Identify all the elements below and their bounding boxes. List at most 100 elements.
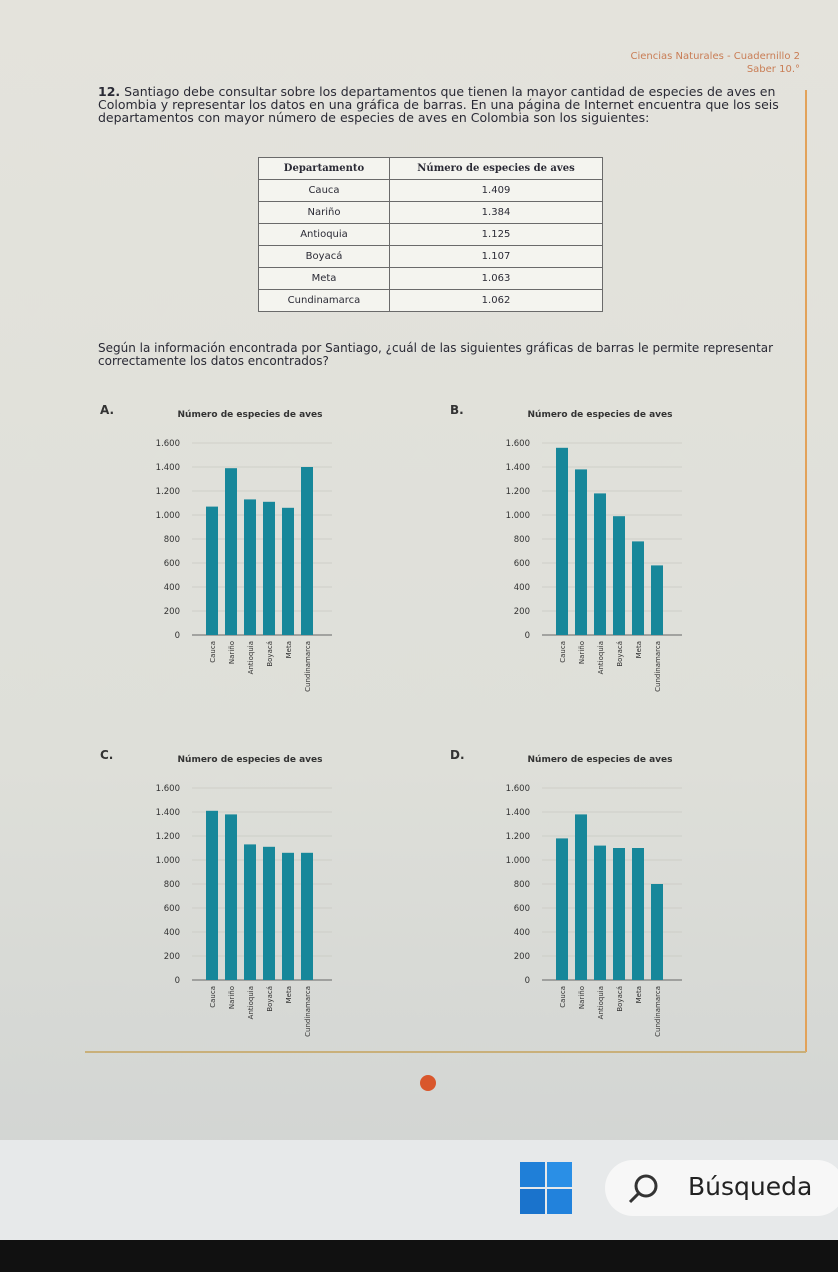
bar xyxy=(244,499,256,635)
y-tick-label: 400 xyxy=(164,583,180,593)
y-tick-label: 1.600 xyxy=(506,784,530,794)
bar xyxy=(613,516,625,635)
bar xyxy=(556,838,568,980)
page-header: Ciencias Naturales - Cuadernillo 2 Saber… xyxy=(631,50,800,76)
x-tick-label: Nariño xyxy=(578,641,586,664)
bar xyxy=(301,852,313,980)
logo-tile xyxy=(547,1162,572,1187)
start-button[interactable] xyxy=(518,1160,574,1216)
screen-edge xyxy=(0,1240,838,1272)
x-tick-label: Nariño xyxy=(228,986,236,1009)
table-cell: 1.062 xyxy=(389,289,603,312)
y-tick-label: 1.200 xyxy=(506,487,530,497)
y-tick-label: 800 xyxy=(514,880,530,890)
option-letter: A. xyxy=(100,403,114,417)
charts: A. Número de especies de aves 0 200 400 600 80… xyxy=(85,90,807,1091)
table-row: Cundinamarca 1.062 xyxy=(258,289,603,312)
bar xyxy=(225,814,237,980)
chart-title: Número de especies de aves xyxy=(528,755,673,765)
y-tick-label: 1.400 xyxy=(156,808,180,818)
bar xyxy=(225,468,237,635)
y-tick-label: 800 xyxy=(164,880,180,890)
x-tick-label: Boyacá xyxy=(616,641,624,667)
option-letter: D. xyxy=(450,748,465,762)
y-tick-label: 0 xyxy=(175,631,180,641)
x-tick-label: Antioquia xyxy=(247,986,255,1019)
logo-tile xyxy=(520,1189,545,1214)
x-tick-label: Meta xyxy=(635,986,643,1003)
x-tick-label: Cundinamarca xyxy=(654,986,662,1037)
bar xyxy=(632,848,644,980)
chart-title: Número de especies de aves xyxy=(178,410,323,420)
y-tick-label: 1.000 xyxy=(156,511,180,521)
question-text: Santiago debe consultar sobre los depart… xyxy=(98,84,779,125)
y-tick-label: 0 xyxy=(525,631,530,641)
y-tick-label: 1.200 xyxy=(156,832,180,842)
bar xyxy=(244,844,256,980)
y-tick-label: 200 xyxy=(514,607,530,617)
y-tick-label: 600 xyxy=(164,904,180,914)
y-tick-label: 600 xyxy=(514,559,530,569)
bar xyxy=(282,507,294,635)
y-tick-label: 200 xyxy=(514,952,530,962)
x-tick-label: Cundinamarca xyxy=(654,641,662,692)
x-tick-label: Antioquia xyxy=(597,986,605,1019)
bar xyxy=(282,852,294,980)
y-tick-label: 0 xyxy=(175,976,180,986)
y-tick-label: 0 xyxy=(525,976,530,986)
bar xyxy=(301,467,313,635)
option-letter: B. xyxy=(450,403,464,417)
table-row: Antioquia 1.125 xyxy=(258,223,603,246)
chart-title: Número de especies de aves xyxy=(528,410,673,420)
y-tick-label: 1.200 xyxy=(506,832,530,842)
x-tick-label: Antioquia xyxy=(597,641,605,674)
page-icon xyxy=(420,1075,436,1091)
question: 12. Santiago debe consultar sobre los de… xyxy=(98,85,788,124)
search-label: Búsqueda xyxy=(688,1172,813,1201)
y-tick-label: 1.600 xyxy=(156,784,180,794)
y-tick-label: 400 xyxy=(514,583,530,593)
y-tick-label: 1.600 xyxy=(506,439,530,449)
x-tick-label: Meta xyxy=(285,641,293,658)
y-tick-label: 800 xyxy=(514,535,530,545)
x-tick-label: Boyacá xyxy=(266,986,274,1012)
y-tick-label: 400 xyxy=(514,928,530,938)
x-tick-label: Nariño xyxy=(578,986,586,1009)
bar xyxy=(575,469,587,635)
bar xyxy=(651,884,663,980)
x-tick-label: Antioquia xyxy=(247,641,255,674)
bar xyxy=(556,447,568,635)
x-tick-label: Meta xyxy=(285,986,293,1003)
table-cell: Cundinamarca xyxy=(258,289,390,312)
y-tick-label: 1.600 xyxy=(156,439,180,449)
bar xyxy=(263,846,275,980)
level: Saber 10.° xyxy=(746,64,800,75)
bar xyxy=(263,501,275,635)
x-tick-label: Cundinamarca xyxy=(304,641,312,692)
bar xyxy=(613,848,625,980)
question-number: 12. xyxy=(98,84,121,99)
subject: Ciencias Naturales - Cuadernillo 2 xyxy=(630,51,800,62)
y-tick-label: 1.000 xyxy=(506,511,530,521)
bar xyxy=(575,814,587,980)
bar xyxy=(632,541,644,635)
y-tick-label: 400 xyxy=(164,928,180,938)
x-tick-label: Meta xyxy=(635,641,643,658)
x-tick-label: Cauca xyxy=(209,641,217,663)
y-tick-label: 600 xyxy=(164,559,180,569)
search-box[interactable] xyxy=(605,1160,838,1216)
logo-tile xyxy=(520,1162,545,1187)
x-tick-label: Cauca xyxy=(559,986,567,1008)
x-tick-label: Nariño xyxy=(228,641,236,664)
bar xyxy=(206,810,218,980)
bar xyxy=(651,565,663,635)
logo-tile xyxy=(547,1189,572,1214)
prompt: Según la información encontrada por Sant… xyxy=(98,341,774,368)
y-tick-label: 1.200 xyxy=(156,487,180,497)
y-tick-label: 1.400 xyxy=(156,463,180,473)
x-tick-label: Cundinamarca xyxy=(304,986,312,1037)
bar xyxy=(594,493,606,635)
y-tick-label: 200 xyxy=(164,607,180,617)
search-icon xyxy=(628,1174,658,1204)
